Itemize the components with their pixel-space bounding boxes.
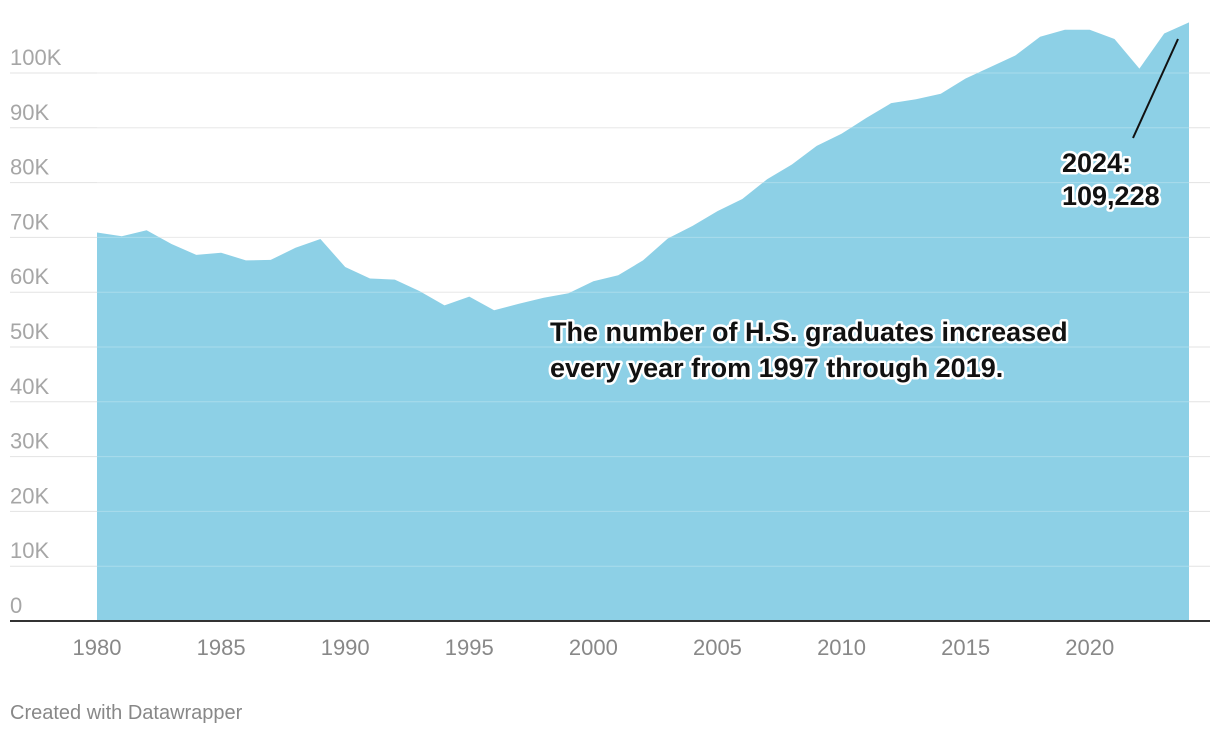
x-tick-label-1990: 1990 bbox=[321, 635, 370, 660]
annotation-trend-line-1: The number of H.S. graduates increased bbox=[550, 317, 1068, 347]
y-tick-label-90K: 90K bbox=[10, 100, 49, 125]
y-tick-label-20K: 20K bbox=[10, 483, 49, 508]
x-tick-label-2020: 2020 bbox=[1065, 635, 1114, 660]
y-tick-label-60K: 60K bbox=[10, 264, 49, 289]
y-tick-label-80K: 80K bbox=[10, 155, 49, 180]
y-tick-label-0: 0 bbox=[10, 593, 22, 618]
x-tick-label-1985: 1985 bbox=[197, 635, 246, 660]
y-tick-label-100K: 100K bbox=[10, 45, 62, 70]
annotation-2024-connector bbox=[1132, 38, 1179, 139]
x-tick-label-1995: 1995 bbox=[445, 635, 494, 660]
x-tick-label-2010: 2010 bbox=[817, 635, 866, 660]
y-tick-label-30K: 30K bbox=[10, 429, 49, 454]
x-tick-label-2005: 2005 bbox=[693, 635, 742, 660]
y-tick-label-70K: 70K bbox=[10, 209, 49, 234]
y-tick-label-10K: 10K bbox=[10, 538, 49, 563]
area-series bbox=[97, 22, 1189, 621]
y-tick-label-50K: 50K bbox=[10, 319, 49, 344]
annotation-trend-line-2: every year from 1997 through 2019. bbox=[550, 353, 1003, 383]
x-tick-label-1980: 1980 bbox=[73, 635, 122, 660]
annotation-2024-line-2: 109,228 bbox=[1062, 181, 1160, 211]
annotation-2024-line-1: 2024: bbox=[1062, 148, 1131, 178]
y-tick-label-40K: 40K bbox=[10, 374, 49, 399]
x-tick-label-2015: 2015 bbox=[941, 635, 990, 660]
credit-text: Created with Datawrapper bbox=[10, 702, 243, 724]
x-tick-label-2000: 2000 bbox=[569, 635, 618, 660]
area-chart: 0 10K 20K 30K 40K 50K 60K 70K 80K 90K 100K 1980 1985… bbox=[10, 22, 1210, 660]
